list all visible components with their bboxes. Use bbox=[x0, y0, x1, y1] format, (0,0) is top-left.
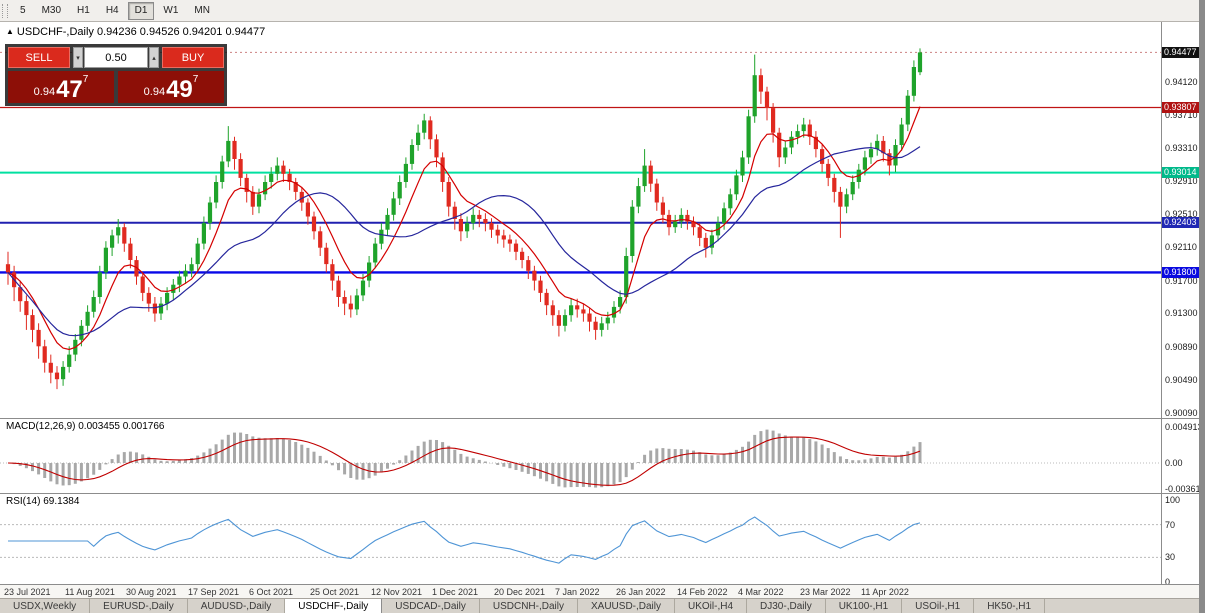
macd-axis-label: 0.004913 bbox=[1165, 422, 1203, 432]
date-label: 1 Dec 2021 bbox=[432, 587, 479, 597]
macd-axis-label: -0.00361 bbox=[1165, 484, 1201, 494]
price-tick-label: 0.92910 bbox=[1165, 176, 1198, 186]
date-label: 11 Apr 2022 bbox=[861, 587, 909, 597]
rsi-axis-label: 0 bbox=[1165, 577, 1171, 587]
chart-marker-icon: ▲ bbox=[6, 27, 14, 36]
timeframe-toolbar: 5 M30 H1 H4 D1 W1 MN bbox=[0, 0, 1205, 22]
buy-price-pip: 7 bbox=[192, 74, 199, 85]
price-tick-label: 0.92510 bbox=[1165, 209, 1198, 219]
tab-eurusd-daily[interactable]: EURUSD-,Daily bbox=[90, 599, 188, 613]
price-tick-label: 0.90490 bbox=[1165, 375, 1198, 385]
tab-usdx-weekly[interactable]: USDX,Weekly bbox=[0, 599, 91, 613]
buy-price-main: 0.94 bbox=[143, 86, 166, 98]
chart-tabbar: USDX,Weekly EURUSD-,Daily AUDUSD-,Daily … bbox=[0, 598, 1205, 613]
tab-usoil-h1[interactable]: USOil-,H1 bbox=[902, 599, 975, 613]
rsi-indicator-chart[interactable] bbox=[0, 494, 1161, 584]
price-tick-label: 0.90090 bbox=[1165, 408, 1198, 418]
volume-increase-button[interactable]: ▴ bbox=[149, 47, 159, 68]
price-axis[interactable]: 0.94120 0.93710 0.93310 0.92910 0.92510 0.921… bbox=[1161, 22, 1203, 587]
macd-label: MACD(12,26,9) 0.003455 0.001766 bbox=[6, 421, 165, 432]
date-label: 23 Mar 2022 bbox=[800, 587, 851, 597]
buy-button[interactable]: BUY bbox=[162, 47, 224, 68]
price-level-tag: 0.93014 bbox=[1162, 167, 1199, 178]
rsi-axis-label: 70 bbox=[1165, 520, 1176, 530]
sell-button[interactable]: SELL bbox=[8, 47, 70, 68]
price-tick-label: 0.90890 bbox=[1165, 342, 1198, 352]
date-label: 7 Jan 2022 bbox=[555, 587, 600, 597]
price-level-tag: 0.94477 bbox=[1162, 47, 1199, 58]
rsi-label: RSI(14) 69.1384 bbox=[6, 496, 80, 507]
price-tick-label: 0.91300 bbox=[1165, 308, 1198, 318]
chart-symbol-label: USDCHF-,Daily bbox=[16, 26, 94, 38]
macd-indicator-chart[interactable] bbox=[0, 419, 1161, 493]
tab-ukoil-h4[interactable]: UKOil-,H4 bbox=[675, 599, 748, 613]
window-right-edge bbox=[1199, 0, 1205, 613]
tab-usdcad-daily[interactable]: USDCAD-,Daily bbox=[382, 599, 480, 613]
rsi-axis-label: 30 bbox=[1165, 552, 1176, 562]
toolbar-grip[interactable] bbox=[2, 3, 8, 18]
price-level-tag: 0.93807 bbox=[1162, 102, 1199, 113]
tf-w1[interactable]: W1 bbox=[156, 2, 185, 20]
macd-axis-label: 0.00 bbox=[1165, 458, 1183, 468]
date-label: 4 Mar 2022 bbox=[738, 587, 784, 597]
volume-control: ▾ ▴ bbox=[73, 47, 159, 68]
chart-ohlc-values: 0.94236 0.94526 0.94201 0.94477 bbox=[96, 26, 266, 38]
chart-title: ▲ USDCHF-,Daily 0.94236 0.94526 0.94201 0… bbox=[6, 26, 265, 38]
date-label: 6 Oct 2021 bbox=[249, 587, 294, 597]
main-price-chart[interactable] bbox=[0, 22, 1161, 418]
price-level-tag: 0.91800 bbox=[1162, 267, 1199, 278]
price-level-tag: 0.92403 bbox=[1162, 217, 1199, 228]
buy-price-display[interactable]: 0.94 49 7 bbox=[118, 71, 224, 103]
sell-price-main: 0.94 bbox=[33, 86, 56, 98]
tab-dj30-daily[interactable]: DJ30-,Daily bbox=[747, 599, 826, 613]
price-tick-label: 0.94120 bbox=[1165, 77, 1198, 87]
sell-price-pip: 7 bbox=[82, 74, 89, 85]
volume-input[interactable] bbox=[83, 47, 149, 68]
tf-5[interactable]: 5 bbox=[13, 2, 33, 20]
tab-uk100-h1[interactable]: UK100-,H1 bbox=[826, 599, 903, 613]
price-tick-label: 0.93310 bbox=[1165, 143, 1198, 153]
buy-price-big: 49 bbox=[166, 76, 193, 103]
sell-price-big: 47 bbox=[56, 76, 83, 103]
rsi-axis-label: 100 bbox=[1165, 495, 1181, 505]
date-label: 12 Nov 2021 bbox=[371, 587, 423, 597]
sell-price-display[interactable]: 0.94 47 7 bbox=[8, 71, 114, 103]
macd-rsi-separator[interactable] bbox=[0, 493, 1205, 494]
date-label: 25 Oct 2021 bbox=[310, 587, 360, 597]
tf-mn[interactable]: MN bbox=[187, 2, 217, 20]
date-axis[interactable]: 23 Jul 2021 11 Aug 2021 30 Aug 2021 17 Sep … bbox=[0, 584, 1205, 598]
tf-m30[interactable]: M30 bbox=[35, 2, 68, 20]
tab-audusd-daily[interactable]: AUDUSD-,Daily bbox=[188, 599, 286, 613]
volume-decrease-button[interactable]: ▾ bbox=[73, 47, 83, 68]
date-label: 17 Sep 2021 bbox=[188, 587, 240, 597]
tf-h4[interactable]: H4 bbox=[99, 2, 126, 20]
date-label: 30 Aug 2021 bbox=[126, 587, 177, 597]
date-label: 20 Dec 2021 bbox=[494, 587, 546, 597]
date-label: 14 Feb 2022 bbox=[677, 587, 728, 597]
main-macd-separator[interactable] bbox=[0, 418, 1205, 419]
date-label: 11 Aug 2021 bbox=[65, 587, 115, 597]
price-tick-label: 0.91700 bbox=[1165, 276, 1198, 286]
date-label: 26 Jan 2022 bbox=[616, 587, 666, 597]
tab-hk50-h1[interactable]: HK50-,H1 bbox=[974, 599, 1046, 613]
tab-usdcnh-daily[interactable]: USDCNH-,Daily bbox=[480, 599, 578, 613]
date-label: 23 Jul 2021 bbox=[4, 587, 51, 597]
price-tick-label: 0.92110 bbox=[1165, 242, 1197, 252]
price-tick-label: 0.93710 bbox=[1165, 110, 1198, 120]
tab-usdchf-daily[interactable]: USDCHF-,Daily bbox=[285, 599, 383, 613]
tf-d1[interactable]: D1 bbox=[127, 1, 155, 20]
tab-xauusd-daily[interactable]: XAUUSD-,Daily bbox=[578, 599, 675, 613]
tf-h1[interactable]: H1 bbox=[70, 2, 97, 20]
